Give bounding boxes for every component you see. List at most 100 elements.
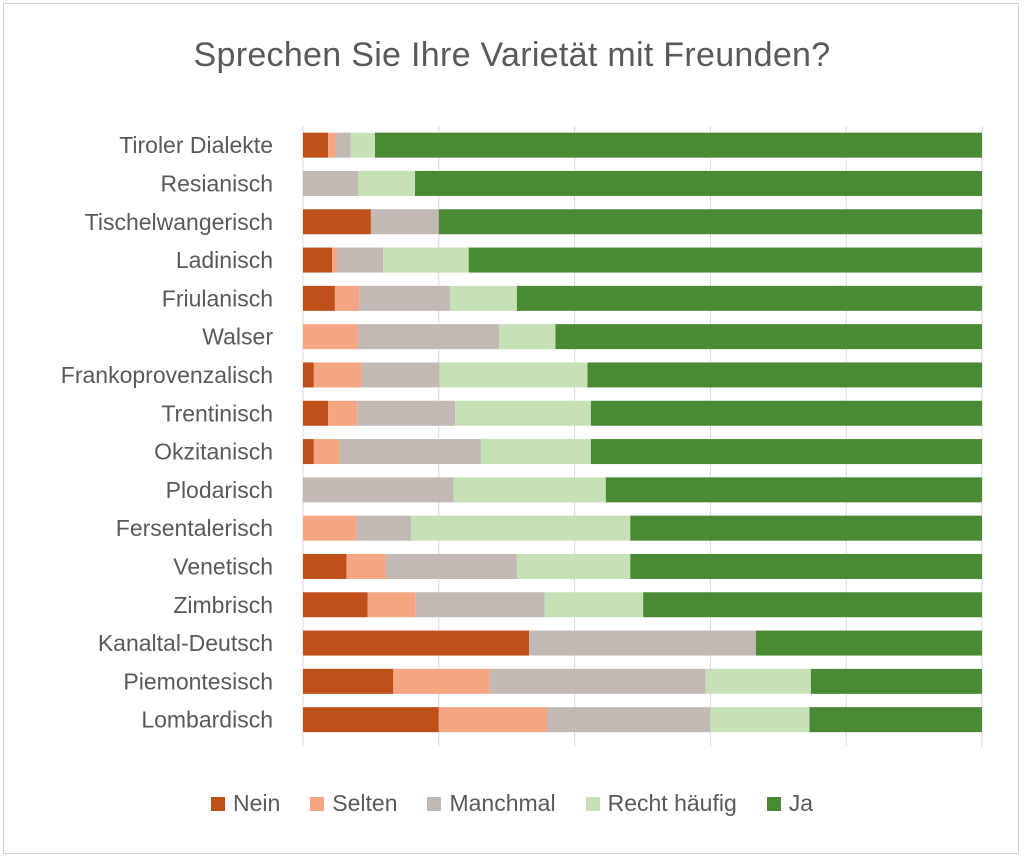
legend-label: Manchmal bbox=[449, 790, 556, 816]
bar-segment bbox=[357, 400, 456, 426]
category-label: Frankoprovenzalisch bbox=[61, 362, 273, 388]
category-label: Ladinisch bbox=[176, 247, 273, 273]
bar-segment bbox=[705, 668, 811, 694]
bar-segment bbox=[809, 707, 982, 733]
bar-segment bbox=[547, 707, 711, 733]
bar-segment bbox=[468, 247, 982, 273]
bar-segment bbox=[383, 247, 469, 273]
legend-label: Recht häufig bbox=[607, 790, 737, 816]
bar-segment bbox=[439, 362, 588, 388]
bar-segment bbox=[367, 592, 416, 618]
bar-segment bbox=[359, 285, 451, 311]
bar-segment bbox=[303, 592, 368, 618]
plot-area: Tiroler Dialekte Resianisch Tischelwangeri… bbox=[61, 126, 983, 747]
bar-segment bbox=[630, 515, 982, 541]
category-label: Resianisch bbox=[161, 170, 274, 196]
bar-segment bbox=[350, 132, 375, 158]
bar-segment bbox=[410, 515, 631, 541]
category-label: Plodarisch bbox=[166, 477, 273, 503]
bar-segment bbox=[303, 630, 530, 656]
bar-segment bbox=[334, 285, 360, 311]
legend-swatch bbox=[585, 796, 600, 811]
bar-segment bbox=[328, 132, 336, 158]
chart-frame: Sprechen Sie Ihre Varietät mit Freunden?… bbox=[3, 3, 1019, 854]
bar-segment bbox=[339, 439, 481, 465]
bar-segment bbox=[303, 324, 358, 350]
bar-segment bbox=[415, 592, 545, 618]
bar-segment bbox=[303, 477, 454, 503]
legend-item: Nein bbox=[210, 790, 281, 817]
category-label: Okzitanisch bbox=[154, 439, 273, 465]
bar-segment bbox=[303, 707, 439, 733]
category-label: Lombardisch bbox=[141, 707, 273, 733]
bar-segment bbox=[303, 247, 333, 273]
bar-segment bbox=[303, 209, 371, 235]
bar-segment bbox=[555, 324, 982, 350]
bar-segment bbox=[453, 477, 606, 503]
category-label: Tiroler Dialekte bbox=[119, 132, 273, 158]
legend-label: Nein bbox=[232, 790, 281, 816]
bar-segment bbox=[499, 324, 556, 350]
category-label: Trentinisch bbox=[161, 400, 273, 426]
legend-item: Selten bbox=[310, 790, 397, 817]
bar-segment bbox=[356, 515, 411, 541]
bar-segment bbox=[415, 170, 982, 196]
bar-segment bbox=[450, 285, 517, 311]
bar-segment bbox=[810, 668, 982, 694]
bar-segment bbox=[480, 439, 591, 465]
bar-segment bbox=[438, 209, 982, 235]
bar-segment bbox=[303, 400, 329, 426]
category-label: Piemontesisch bbox=[123, 668, 273, 694]
legend-swatch bbox=[766, 796, 781, 811]
category-label: Venetisch bbox=[173, 553, 273, 579]
bar-segment bbox=[328, 400, 358, 426]
bar-segment bbox=[590, 439, 982, 465]
bar-segment bbox=[605, 477, 982, 503]
bar-segment bbox=[303, 362, 314, 388]
legend: Nein Selten Manchmal Recht häufig Ja bbox=[4, 790, 1020, 817]
category-label: Walser bbox=[202, 324, 273, 350]
legend-swatch bbox=[210, 796, 225, 811]
bar-segment bbox=[516, 553, 631, 579]
bar-segment bbox=[335, 132, 351, 158]
bar-segment bbox=[393, 668, 490, 694]
bar-segment bbox=[455, 400, 591, 426]
legend-item: Ja bbox=[766, 790, 814, 817]
bar-segment bbox=[516, 285, 982, 311]
legend-label: Ja bbox=[788, 790, 814, 816]
bar-segment bbox=[303, 439, 314, 465]
bar-segment bbox=[630, 553, 982, 579]
bar-segment bbox=[357, 324, 500, 350]
bar-segment bbox=[358, 170, 416, 196]
bar-segment bbox=[374, 132, 983, 158]
legend-label: Selten bbox=[332, 790, 398, 816]
legend-swatch bbox=[310, 796, 325, 811]
bar-segment bbox=[438, 707, 548, 733]
bar-segment bbox=[332, 247, 337, 273]
bar-segment bbox=[303, 515, 357, 541]
bar-segment bbox=[313, 362, 362, 388]
bar-segment bbox=[303, 132, 329, 158]
bar-segment bbox=[590, 400, 982, 426]
bar-segment bbox=[587, 362, 982, 388]
bar-segment bbox=[361, 362, 440, 388]
legend-item: Recht häufig bbox=[585, 790, 737, 817]
bar-segment bbox=[303, 553, 347, 579]
bar-segment bbox=[755, 630, 982, 656]
bar-segment bbox=[710, 707, 810, 733]
category-label: Fersentalerisch bbox=[116, 515, 273, 541]
bar-segment bbox=[544, 592, 644, 618]
bar-segment bbox=[336, 247, 384, 273]
chart-title: Sprechen Sie Ihre Varietät mit Freunden? bbox=[193, 36, 831, 74]
category-label: Kanaltal-Deutsch bbox=[98, 630, 273, 656]
bar-segment bbox=[303, 285, 335, 311]
legend-swatch bbox=[427, 796, 442, 811]
bar-segment bbox=[385, 553, 517, 579]
bar-segment bbox=[303, 170, 358, 196]
legend-item: Manchmal bbox=[427, 790, 556, 817]
category-label: Zimbrisch bbox=[173, 592, 273, 618]
category-label: Friulanisch bbox=[162, 285, 273, 311]
category-label: Tischelwangerisch bbox=[85, 209, 273, 235]
bar-segment bbox=[489, 668, 706, 694]
bar-segment bbox=[370, 209, 439, 235]
